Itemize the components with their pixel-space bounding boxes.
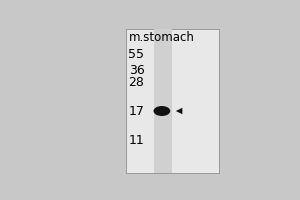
- Text: 55: 55: [128, 48, 145, 61]
- Text: 36: 36: [129, 64, 145, 77]
- Bar: [154, 29, 172, 173]
- Text: m.stomach: m.stomach: [129, 31, 195, 44]
- Text: 11: 11: [129, 134, 145, 147]
- Text: 28: 28: [129, 76, 145, 89]
- Text: 17: 17: [129, 105, 145, 118]
- Ellipse shape: [154, 106, 170, 116]
- Bar: [126, 29, 219, 173]
- Polygon shape: [176, 108, 182, 114]
